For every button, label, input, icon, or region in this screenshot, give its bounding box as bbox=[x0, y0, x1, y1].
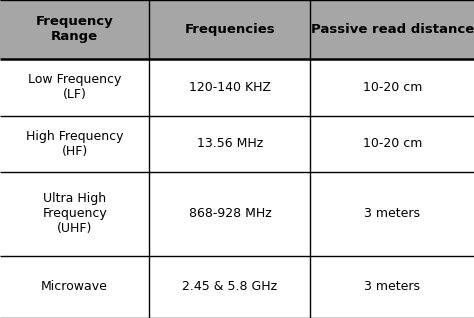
Text: 2.45 & 5.8 GHz: 2.45 & 5.8 GHz bbox=[182, 280, 277, 294]
Text: 10-20 cm: 10-20 cm bbox=[363, 137, 422, 150]
Text: Frequency
Range: Frequency Range bbox=[36, 15, 114, 44]
Bar bbox=[149, 116, 310, 172]
Text: 3 meters: 3 meters bbox=[364, 280, 420, 294]
Text: High Frequency
(HF): High Frequency (HF) bbox=[26, 130, 123, 158]
Text: Microwave: Microwave bbox=[41, 280, 108, 294]
Bar bbox=[0, 116, 149, 172]
Bar bbox=[0, 59, 149, 116]
Bar bbox=[0, 172, 149, 256]
Bar bbox=[149, 172, 310, 256]
Bar bbox=[310, 172, 474, 256]
Bar bbox=[310, 116, 474, 172]
Text: Ultra High
Frequency
(UHF): Ultra High Frequency (UHF) bbox=[42, 192, 107, 235]
Bar bbox=[310, 59, 474, 116]
Text: 868-928 MHz: 868-928 MHz bbox=[189, 207, 271, 220]
Bar bbox=[310, 256, 474, 318]
Bar bbox=[310, 0, 474, 59]
Text: 3 meters: 3 meters bbox=[364, 207, 420, 220]
Text: Passive read distance: Passive read distance bbox=[310, 23, 474, 36]
Bar bbox=[149, 256, 310, 318]
Text: 120-140 KHZ: 120-140 KHZ bbox=[189, 81, 271, 94]
Text: 13.56 MHz: 13.56 MHz bbox=[197, 137, 263, 150]
Bar bbox=[0, 0, 149, 59]
Bar bbox=[149, 0, 310, 59]
Text: Frequencies: Frequencies bbox=[184, 23, 275, 36]
Bar bbox=[0, 256, 149, 318]
Text: 10-20 cm: 10-20 cm bbox=[363, 81, 422, 94]
Text: Low Frequency
(LF): Low Frequency (LF) bbox=[28, 73, 121, 101]
Bar bbox=[149, 59, 310, 116]
